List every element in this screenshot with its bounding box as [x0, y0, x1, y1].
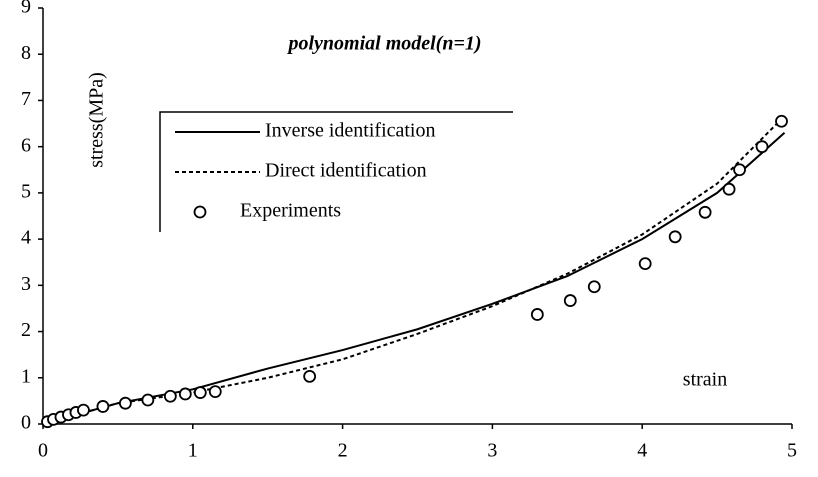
- data-point: [303, 369, 317, 383]
- data-point: [722, 182, 736, 196]
- data-point: [775, 114, 788, 128]
- data-point: [178, 387, 192, 401]
- x-tick-label: 2: [338, 440, 348, 462]
- data-point: [668, 230, 682, 244]
- annotation: polynomial model(n=1): [286, 33, 481, 55]
- data-point: [563, 294, 577, 307]
- data-point: [163, 389, 177, 403]
- data-point: [118, 396, 132, 410]
- y-tick-label: 5: [21, 180, 31, 202]
- legend-label: Inverse identification: [265, 120, 436, 142]
- data-point: [96, 400, 110, 413]
- data-point: [755, 140, 769, 154]
- y-axis-label: stress(MPa): [86, 72, 108, 168]
- legend-label: Direct identification: [265, 160, 427, 182]
- x-axis-label: strain: [683, 369, 727, 391]
- y-tick-label: 3: [21, 273, 31, 295]
- data-point: [193, 386, 207, 399]
- y-tick-label: 2: [21, 319, 31, 341]
- data-point: [587, 280, 601, 294]
- y-tick-label: 7: [21, 88, 31, 110]
- x-tick-label: 5: [787, 440, 797, 462]
- y-tick-label: 4: [21, 227, 31, 249]
- data-point: [530, 308, 544, 321]
- legend-box: [159, 111, 513, 232]
- y-tick-label: 6: [21, 134, 31, 156]
- data-point: [638, 257, 652, 271]
- data-point: [698, 205, 712, 219]
- data-point: [141, 393, 155, 407]
- y-tick-label: 0: [21, 412, 31, 434]
- x-tick-label: 4: [637, 440, 647, 462]
- data-point: [733, 163, 746, 177]
- x-tick-label: 3: [487, 440, 497, 462]
- x-tick-label: 0: [38, 440, 48, 462]
- x-tick-label: 1: [188, 440, 198, 462]
- data-point: [77, 403, 90, 417]
- y-tick-label: 9: [21, 0, 31, 18]
- y-tick-label: 8: [21, 42, 31, 64]
- data-point: [208, 385, 222, 399]
- legend-marker: [193, 205, 207, 219]
- y-tick-label: 1: [21, 365, 31, 387]
- legend-label: Experiments: [240, 200, 341, 222]
